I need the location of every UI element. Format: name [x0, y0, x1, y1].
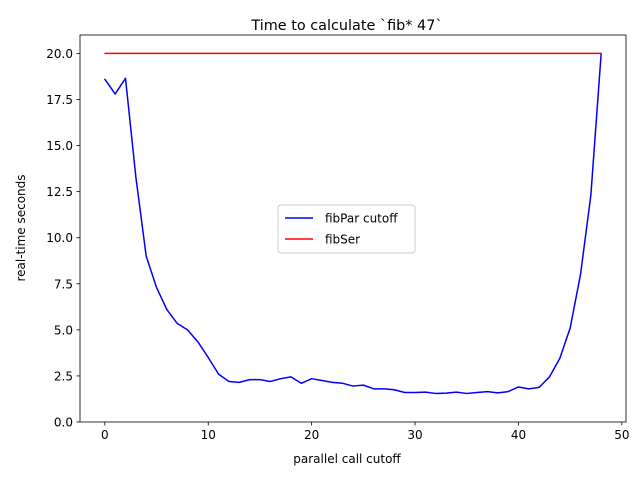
x-tick-label: 10 — [201, 428, 216, 442]
series-1-point — [104, 52, 106, 55]
series-0-point — [207, 356, 209, 359]
x-tick-label: 30 — [407, 428, 422, 442]
series-0-point — [435, 392, 437, 395]
y-axis-label: real-time seconds — [14, 174, 28, 281]
series-0-point — [373, 388, 375, 390]
series-0-point — [342, 382, 344, 384]
series-0-point — [569, 327, 571, 329]
series-0-point — [259, 379, 261, 381]
series-0-point — [248, 379, 251, 381]
series-0-point — [104, 78, 106, 80]
series-0-point — [145, 255, 147, 257]
y-axis: 0.0 2.5 5.0 7.5 10.0 12.5 15.0 17.5 20.0 — [46, 47, 80, 430]
series-0-point — [197, 341, 199, 343]
series-0-point — [217, 373, 220, 375]
series-0-point — [352, 385, 354, 387]
series-0-point — [238, 381, 240, 383]
x-tick-label: 50 — [614, 428, 629, 442]
series-0-point — [424, 391, 426, 393]
series-0-point — [559, 357, 561, 360]
series-0-point — [166, 308, 168, 311]
series-0-point — [445, 392, 447, 394]
y-tick-label: 12.5 — [46, 185, 73, 199]
plot-frame — [79, 34, 627, 423]
series-0-point — [476, 391, 478, 394]
x-axis-label: parallel call cutoff — [293, 452, 401, 466]
series-0-point — [548, 376, 551, 378]
legend-label-0: fibPar cutoff — [325, 212, 398, 226]
legend-label-1: fibSer — [325, 233, 360, 247]
series-0-point — [114, 93, 116, 95]
series-0-point — [538, 386, 540, 388]
series-0-point — [321, 379, 323, 382]
series-0-point — [135, 176, 137, 178]
y-tick-label: 5.0 — [54, 323, 73, 337]
y-tick-label: 2.5 — [54, 369, 73, 383]
series-0-point — [404, 391, 406, 394]
x-tick-label: 20 — [304, 428, 319, 442]
series-0-point — [331, 381, 333, 383]
series-0-point — [124, 77, 127, 79]
series-0-point — [311, 378, 313, 380]
x-tick-label: 0 — [101, 428, 109, 442]
y-tick-label: 20.0 — [46, 47, 73, 61]
series-0-point — [497, 392, 499, 394]
series-0-point — [290, 376, 292, 378]
series-0-point — [455, 391, 458, 393]
series-0-point — [269, 380, 271, 383]
series-0-point — [466, 392, 468, 395]
series-0-point — [155, 286, 158, 289]
series-0-point — [362, 384, 364, 386]
series-0-point — [507, 390, 509, 393]
chart-title: Time to calculate `fib* 47` — [250, 18, 442, 34]
series-0-point — [414, 391, 416, 394]
legend-box — [277, 204, 416, 254]
legend: fibPar cutoff fibSer — [277, 204, 416, 254]
series-0-point — [300, 382, 302, 384]
plot-series — [104, 52, 602, 395]
y-tick-label: 10.0 — [46, 231, 73, 245]
series-0-point — [517, 386, 520, 388]
series-0-point — [486, 390, 489, 393]
series-0-point — [528, 388, 530, 390]
series-0-point — [228, 380, 230, 383]
series-0-point — [176, 322, 178, 325]
x-axis: 0 10 20 30 40 50 — [101, 422, 630, 442]
y-tick-label: 7.5 — [54, 277, 73, 291]
series-0-point — [280, 378, 282, 380]
series-0-point — [393, 389, 395, 391]
series-0-point — [590, 194, 592, 196]
y-tick-label: 0.0 — [54, 416, 73, 430]
x-tick-label: 40 — [511, 428, 526, 442]
series-0-point — [383, 388, 385, 390]
y-tick-label: 15.0 — [46, 139, 73, 153]
series-0-point — [186, 329, 189, 331]
series-1-point — [600, 52, 602, 55]
series-0-point — [579, 273, 582, 276]
y-tick-label: 17.5 — [46, 93, 73, 107]
